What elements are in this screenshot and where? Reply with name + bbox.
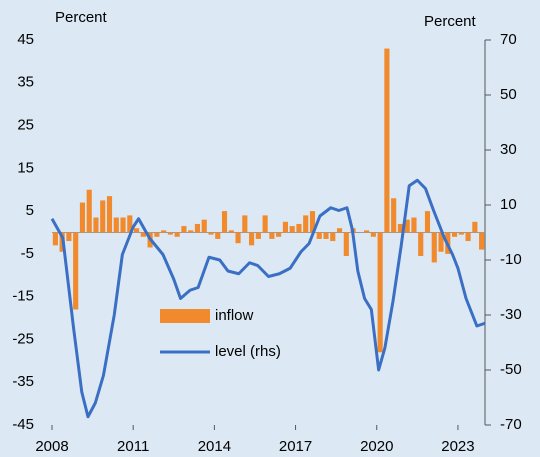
bar [343, 232, 349, 257]
bar [269, 232, 275, 239]
bar [120, 217, 126, 233]
bar [370, 232, 376, 237]
bar [174, 232, 180, 237]
x-tick-label: 2020 [360, 438, 393, 455]
bar [451, 232, 458, 237]
bar [465, 232, 471, 242]
bar [140, 232, 146, 237]
bar [479, 232, 485, 250]
legend-swatch [160, 309, 210, 323]
y2-tick-label: 50 [500, 86, 517, 103]
y2-tick-label: -50 [500, 361, 522, 378]
bar [154, 232, 160, 237]
bar [133, 228, 140, 233]
y-tick-label: 45 [17, 31, 34, 48]
y2-tick-label: 30 [500, 141, 517, 158]
bar [52, 232, 58, 246]
bar [201, 219, 207, 233]
bar [336, 228, 343, 233]
bar [221, 211, 228, 233]
line [50, 178, 486, 419]
bar [472, 221, 478, 233]
bar [79, 202, 86, 233]
x-tick-label: 2017 [279, 438, 312, 455]
bar [377, 232, 383, 353]
bar [418, 232, 424, 257]
bar [424, 211, 431, 233]
x-tick-label: 2008 [35, 438, 68, 455]
x-tick-label: 2011 [117, 438, 149, 455]
legend-label: inflow [215, 307, 254, 324]
bar [194, 223, 201, 233]
y-tick-label: 15 [17, 159, 34, 176]
bar [93, 217, 99, 233]
bar [397, 223, 404, 233]
bar [330, 232, 336, 242]
bar [228, 230, 234, 233]
bar [282, 221, 288, 233]
bar [100, 200, 106, 233]
x-tick-label: 2014 [198, 438, 231, 455]
bar [309, 211, 316, 233]
bar [235, 232, 241, 244]
legend-label: level (rhs) [215, 343, 281, 360]
y-tick-label: -5 [21, 245, 34, 262]
y2-tick-label: -30 [500, 306, 522, 323]
bar [242, 215, 248, 233]
bar [289, 226, 295, 233]
y-tick-label: 35 [17, 74, 34, 91]
bar [255, 232, 261, 239]
bar [411, 217, 417, 233]
bar [66, 232, 72, 242]
y-tick-label: -45 [12, 416, 34, 433]
y-tick-label: -35 [12, 373, 34, 390]
bar [296, 223, 302, 233]
bar [167, 232, 173, 235]
bar [404, 219, 410, 233]
y2-tick-label: 70 [500, 31, 517, 48]
bar [161, 230, 167, 233]
bar [431, 232, 437, 263]
x-tick-label: 2023 [441, 438, 474, 455]
bar [181, 226, 187, 233]
bar [438, 232, 444, 252]
bar [262, 215, 268, 233]
bar [249, 232, 255, 246]
y2-tick-label: -10 [500, 251, 522, 268]
bar [276, 232, 282, 237]
bar [73, 232, 79, 310]
y-tick-label: 25 [17, 117, 34, 134]
bar [316, 232, 322, 239]
bar [458, 232, 464, 235]
y-tick-label: 5 [26, 202, 34, 219]
bar [208, 232, 214, 235]
bar [303, 215, 309, 233]
bar [215, 232, 221, 239]
y-tick-label: -25 [12, 330, 34, 347]
bar [86, 189, 92, 233]
bar [106, 196, 113, 233]
bar [384, 48, 390, 233]
y-tick-label: -15 [12, 288, 34, 305]
y-axis-label: Percent [55, 9, 108, 26]
bar [323, 232, 329, 239]
bar [391, 198, 397, 233]
bar [188, 230, 194, 233]
bar [113, 217, 119, 233]
bar [364, 230, 370, 233]
y2-tick-label: -70 [500, 416, 522, 433]
y2-axis-label: Percent [424, 13, 477, 30]
bar [127, 215, 133, 233]
y2-tick-label: 10 [500, 196, 517, 213]
